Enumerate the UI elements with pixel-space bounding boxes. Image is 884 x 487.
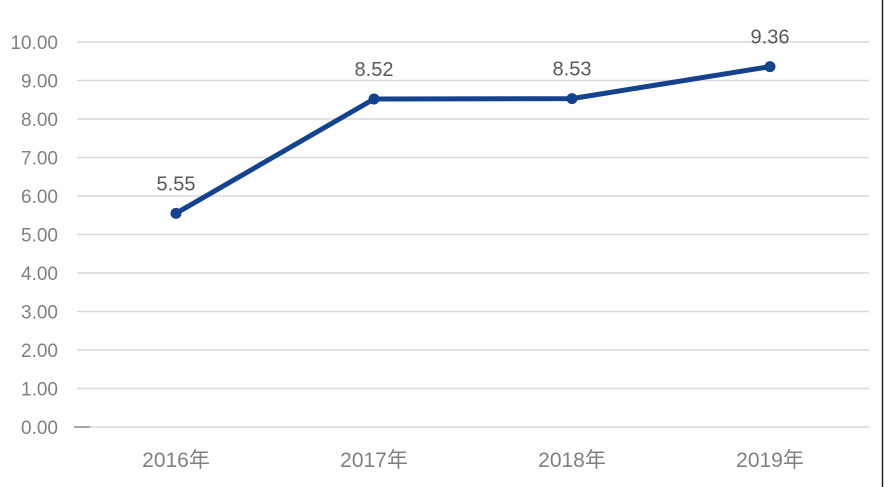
data-point-label: 9.36 [751,27,790,49]
x-tick-label: 2016年 [142,449,210,472]
data-point-marker [566,93,578,105]
data-point-marker [170,207,182,219]
y-tick-label: 9.00 [21,72,58,93]
y-tick-label: 2.00 [21,341,58,362]
data-point-label: 5.55 [157,173,196,195]
data-point-marker [368,93,380,105]
y-tick-label: 0.00 [21,418,58,439]
y-tick-label: 6.00 [21,187,58,208]
x-tick-label: 2018年 [538,449,606,472]
y-tick-label: 10.00 [10,33,58,54]
y-tick-label: 8.00 [21,110,58,131]
y-tick-label: 4.00 [21,264,58,285]
y-tick-label: 1.00 [21,380,58,401]
data-point-label: 8.52 [355,59,394,81]
y-tick-label: 3.00 [21,303,58,324]
x-tick-label: 2019年 [736,449,804,472]
data-point-label: 8.53 [553,59,592,81]
y-tick-label: 5.00 [21,226,58,247]
data-point-marker [764,61,776,73]
x-tick-label: 2017年 [340,449,408,472]
y-tick-label: 7.00 [21,149,58,170]
series-line [173,64,773,216]
